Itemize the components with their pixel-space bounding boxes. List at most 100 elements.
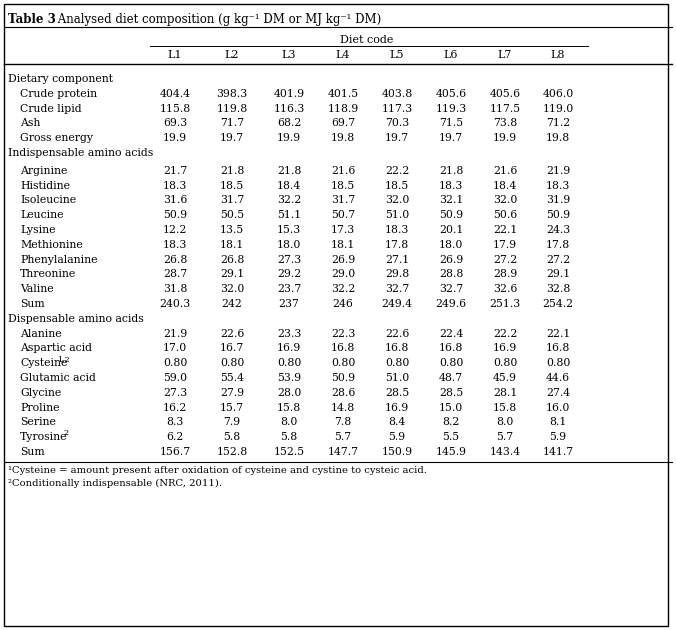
Text: 8.4: 8.4 [389,418,406,427]
Text: 13.5: 13.5 [220,225,244,235]
Text: 50.5: 50.5 [220,210,244,220]
Text: Isoleucine: Isoleucine [20,195,76,205]
Text: 31.7: 31.7 [220,195,244,205]
Text: 16.9: 16.9 [385,403,409,413]
Text: 48.7: 48.7 [439,373,463,383]
Text: 17.3: 17.3 [331,225,355,235]
Text: 5.8: 5.8 [281,432,297,442]
Text: 405.6: 405.6 [435,89,466,99]
Text: 8.0: 8.0 [496,418,514,427]
Text: 27.1: 27.1 [385,255,409,265]
Text: 16.8: 16.8 [439,343,463,353]
Text: 32.6: 32.6 [493,284,517,294]
Text: 21.8: 21.8 [220,166,244,176]
Text: 0.80: 0.80 [331,358,355,368]
Text: 45.9: 45.9 [493,373,517,383]
Text: 18.0: 18.0 [439,240,463,250]
Text: 17.8: 17.8 [546,240,570,250]
Text: 16.0: 16.0 [546,403,570,413]
Text: 29.2: 29.2 [277,270,301,279]
Text: 15.8: 15.8 [493,403,517,413]
Text: Sum: Sum [20,447,45,457]
Text: Crude protein: Crude protein [20,89,97,99]
Text: Sum: Sum [20,299,45,309]
Text: 29.0: 29.0 [331,270,355,279]
Text: 50.9: 50.9 [439,210,463,220]
Text: 22.1: 22.1 [493,225,517,235]
Text: 115.8: 115.8 [160,103,191,113]
Text: 18.3: 18.3 [546,181,570,191]
Text: 32.7: 32.7 [385,284,409,294]
Text: 21.8: 21.8 [276,166,301,176]
Text: 251.3: 251.3 [489,299,521,309]
Text: 26.9: 26.9 [331,255,355,265]
Text: L2: L2 [224,50,239,60]
Text: 21.8: 21.8 [439,166,463,176]
Text: Aspartic acid: Aspartic acid [20,343,92,353]
Text: 246: 246 [333,299,354,309]
Text: 22.6: 22.6 [220,329,244,338]
Text: 18.1: 18.1 [220,240,244,250]
Text: Crude lipid: Crude lipid [20,103,82,113]
Text: Analysed diet composition (g kg⁻¹ DM or MJ kg⁻¹ DM): Analysed diet composition (g kg⁻¹ DM or … [54,13,381,26]
Text: 401.9: 401.9 [273,89,305,99]
Text: 71.5: 71.5 [439,118,463,129]
Text: 19.9: 19.9 [163,133,187,143]
Text: Phenylalanine: Phenylalanine [20,255,97,265]
Text: 237: 237 [279,299,299,309]
Text: 117.5: 117.5 [489,103,521,113]
Text: 18.3: 18.3 [163,181,187,191]
Text: L5: L5 [390,50,404,60]
Text: 27.4: 27.4 [546,388,570,398]
Text: 152.5: 152.5 [273,447,305,457]
Text: 21.6: 21.6 [493,166,517,176]
Text: 16.7: 16.7 [220,343,244,353]
Text: 28.8: 28.8 [439,270,463,279]
Text: 401.5: 401.5 [327,89,358,99]
Text: 50.7: 50.7 [331,210,355,220]
Text: 152.8: 152.8 [216,447,247,457]
Text: 15.7: 15.7 [220,403,244,413]
Text: 28.0: 28.0 [276,388,301,398]
Text: 50.9: 50.9 [163,210,187,220]
Text: Lysine: Lysine [20,225,55,235]
Text: 17.9: 17.9 [493,240,517,250]
Text: Table 3: Table 3 [8,13,56,26]
Text: 51.0: 51.0 [385,210,409,220]
Text: Ash: Ash [20,118,41,129]
Text: 15.3: 15.3 [277,225,301,235]
Text: 27.2: 27.2 [493,255,517,265]
Text: 19.9: 19.9 [277,133,301,143]
Text: 21.6: 21.6 [331,166,355,176]
Text: Glutamic acid: Glutamic acid [20,373,96,383]
Text: 22.1: 22.1 [546,329,570,338]
Text: 31.9: 31.9 [546,195,570,205]
Text: 254.2: 254.2 [542,299,573,309]
Text: 20.1: 20.1 [439,225,463,235]
Text: 5.5: 5.5 [442,432,460,442]
Text: 29.1: 29.1 [546,270,570,279]
Text: 21.9: 21.9 [546,166,570,176]
Text: Glycine: Glycine [20,388,62,398]
Text: Alanine: Alanine [20,329,62,338]
Text: 31.6: 31.6 [163,195,187,205]
Text: 23.3: 23.3 [276,329,301,338]
Text: 50.9: 50.9 [546,210,570,220]
Text: 28.7: 28.7 [163,270,187,279]
Text: 156.7: 156.7 [160,447,191,457]
Text: Tyrosine: Tyrosine [20,432,68,442]
Text: 22.6: 22.6 [385,329,409,338]
Text: 15.0: 15.0 [439,403,463,413]
Text: 5.7: 5.7 [335,432,352,442]
Text: 26.9: 26.9 [439,255,463,265]
Text: 18.3: 18.3 [385,225,409,235]
Text: Arginine: Arginine [20,166,68,176]
Text: 242: 242 [222,299,243,309]
Text: 2: 2 [63,429,68,437]
Text: 29.8: 29.8 [385,270,409,279]
Text: Proline: Proline [20,403,59,413]
Text: 69.3: 69.3 [163,118,187,129]
Text: 51.0: 51.0 [385,373,409,383]
Text: 31.7: 31.7 [331,195,355,205]
Text: 0.80: 0.80 [220,358,244,368]
